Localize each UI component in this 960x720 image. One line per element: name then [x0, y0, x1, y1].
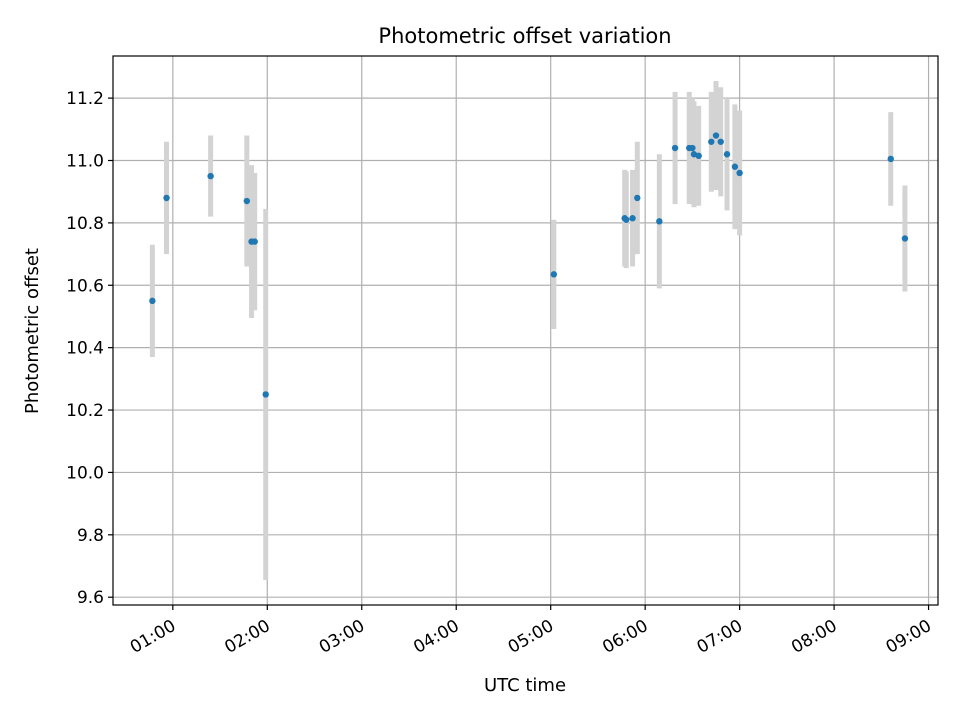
y-tick-label: 10.6 — [66, 276, 104, 296]
y-tick-label: 10.0 — [66, 463, 104, 483]
y-tick-label: 10.8 — [66, 214, 104, 234]
data-point — [243, 197, 251, 205]
data-point — [731, 163, 739, 170]
data-point — [723, 151, 731, 158]
y-tick-label: 10.4 — [66, 339, 104, 359]
data-points — [149, 132, 909, 398]
y-tick-label: 11.0 — [66, 151, 104, 171]
plot-area-frame — [112, 55, 939, 606]
y-tick-label: 11.2 — [66, 89, 104, 109]
data-point — [695, 152, 702, 160]
data-point — [623, 216, 630, 223]
data-point — [207, 172, 214, 180]
data-point — [671, 144, 679, 152]
grid-lines — [113, 56, 938, 605]
y-tick-label: 10.2 — [66, 401, 104, 421]
data-point — [262, 391, 269, 398]
data-point — [149, 297, 156, 305]
x-axis-label: UTC time — [484, 675, 566, 696]
data-point — [629, 215, 636, 222]
data-point — [163, 194, 170, 202]
data-point — [712, 132, 720, 139]
data-point — [656, 218, 663, 225]
data-point — [887, 155, 894, 163]
data-point — [901, 235, 909, 242]
y-tick-label: 9.8 — [77, 526, 104, 546]
chart-title: Photometric offset variation — [378, 24, 671, 48]
data-point — [251, 238, 258, 245]
data-point — [550, 271, 558, 278]
y-tick-label: 9.6 — [77, 588, 104, 608]
data-point — [717, 138, 724, 145]
y-axis-ticks: 9.6 9.8 10.0 10.2 10.4 10.6 10.8 11.0 11.2 — [66, 89, 113, 608]
data-point — [708, 138, 715, 145]
y-axis-label: Photometric offset — [22, 248, 43, 414]
data-point — [689, 144, 696, 152]
data-point — [634, 194, 641, 202]
data-point — [736, 169, 743, 177]
